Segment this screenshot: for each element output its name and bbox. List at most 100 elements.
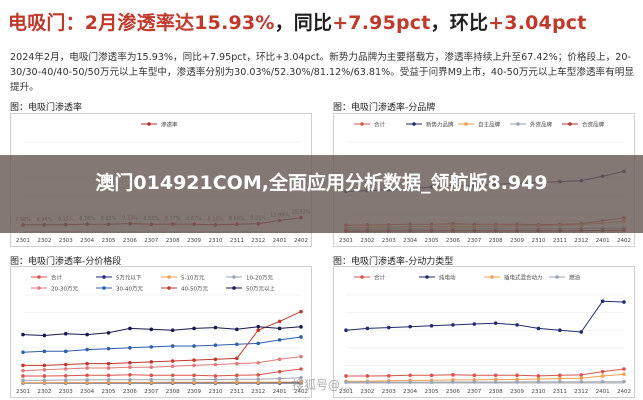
data-point (63, 380, 68, 385)
data-point (277, 326, 282, 331)
x-tick-label: 2308 (166, 238, 180, 244)
legend-marker (167, 286, 171, 290)
data-point (579, 373, 584, 377)
x-tick-label: 2303 (59, 238, 73, 244)
data-point (600, 379, 605, 384)
title-part3: ，环比 (430, 12, 489, 34)
data-point (386, 380, 391, 384)
overlay-banner[interactable]: 澳门014921COM,全面应用分析数据_领航版8.949 (0, 155, 643, 233)
data-point (170, 373, 175, 378)
data-point (579, 330, 584, 334)
data-point (21, 378, 25, 383)
data-point (21, 374, 25, 378)
data-point (42, 349, 47, 354)
data-point (277, 380, 282, 384)
legend-marker (37, 275, 41, 279)
x-tick-label: 2307 (144, 238, 158, 244)
legend-marker (232, 286, 236, 290)
data-point (344, 374, 348, 378)
legend-marker (360, 275, 364, 279)
chart2-panel-title: 图：电吸门渗透率-分品牌 (333, 103, 436, 113)
chart4-panel-title: 图：电吸门渗透率-分动力类型 (333, 257, 454, 267)
series-line (22, 356, 302, 372)
data-point (451, 323, 455, 327)
data-point (365, 326, 370, 331)
x-tick-label: 2308 (489, 238, 503, 244)
data-point (149, 380, 154, 385)
data-point (365, 374, 370, 378)
data-point (622, 379, 626, 384)
x-tick-label: 2302 (37, 389, 51, 395)
legend-label: 燃油 (569, 274, 581, 282)
data-point (386, 325, 391, 330)
data-point (128, 346, 132, 350)
x-tick-label: 2401 (273, 389, 287, 395)
data-point (277, 357, 282, 362)
chart1-panel-title: 图：电吸门渗透率 (10, 103, 83, 113)
data-point (493, 373, 498, 378)
chart3-box: 合计 5万元以下 5-10万元 10-20万元 20-30万元 30-40万元 40-50万… (10, 266, 312, 398)
watermark-text: 搜狐号@… (292, 378, 353, 392)
data-point (515, 323, 519, 327)
data-point (170, 359, 175, 363)
legend-label: 10-20万元 (246, 275, 273, 282)
data-point (235, 373, 239, 378)
chart4-box: 合计 纯电动 插电式混合动力 燃油 2301 2302 2303 2304 2305 2306 23… (333, 266, 635, 398)
chart3-panel-title: 图：电吸门渗透率-分价格段 (10, 257, 122, 267)
x-tick-label: 2312 (251, 238, 265, 244)
data-point (256, 341, 261, 346)
data-point (213, 380, 218, 385)
page-title: 电吸门：2月渗透率达15.93%，同比+7.95pct，环比+3.04pct (8, 8, 587, 35)
legend-label: 合计 (374, 121, 386, 129)
data-point (256, 373, 261, 377)
data-point (63, 367, 68, 371)
x-tick-label: 2309 (510, 389, 524, 395)
data-point (515, 380, 519, 384)
x-tick-label: 2402 (617, 238, 631, 244)
data-point (42, 378, 47, 382)
legend-label: 插电式混合动力 (504, 274, 543, 282)
series-line (22, 377, 302, 381)
x-tick-label: 2310 (531, 238, 545, 244)
data-point (213, 362, 218, 367)
x-tick-label: 2303 (382, 389, 396, 395)
legend-label: 自主品牌 (478, 121, 501, 129)
data-point (299, 375, 303, 380)
x-tick-label: 2303 (59, 389, 73, 395)
title-part1: 电吸门：2月渗透率达 (8, 12, 195, 34)
x-tick-label: 2307 (144, 389, 158, 395)
data-point (493, 377, 498, 382)
data-point (299, 335, 303, 339)
x-tick-label: 2402 (294, 389, 308, 395)
data-point (21, 368, 25, 373)
legend-marker (490, 275, 494, 279)
legend-marker (360, 122, 364, 126)
x-tick-label: 2309 (510, 238, 524, 244)
data-point (106, 373, 111, 378)
data-point (85, 347, 89, 352)
data-point (21, 363, 25, 368)
x-tick-label: 2310 (531, 389, 545, 395)
data-point (85, 361, 89, 366)
x-tick-label: 2306 (446, 389, 460, 395)
data-point (235, 327, 239, 332)
x-tick-label: 2304 (80, 389, 94, 395)
data-point (192, 363, 196, 368)
x-tick-label: 2304 (403, 389, 417, 395)
x-tick-label: 2402 (617, 389, 631, 395)
data-point (256, 328, 261, 332)
data-point (493, 321, 498, 325)
data-point (21, 332, 25, 337)
data-point (235, 380, 239, 385)
data-point (149, 345, 154, 349)
x-tick-label: 2303 (382, 238, 396, 244)
data-point (622, 367, 626, 371)
data-point (472, 322, 477, 326)
x-tick-label: 2301 (16, 389, 30, 395)
x-tick-label: 2309 (187, 238, 201, 244)
data-point (299, 354, 303, 359)
data-point (128, 377, 132, 382)
data-point (192, 326, 196, 331)
legend-marker (37, 286, 41, 290)
data-point (128, 365, 132, 369)
